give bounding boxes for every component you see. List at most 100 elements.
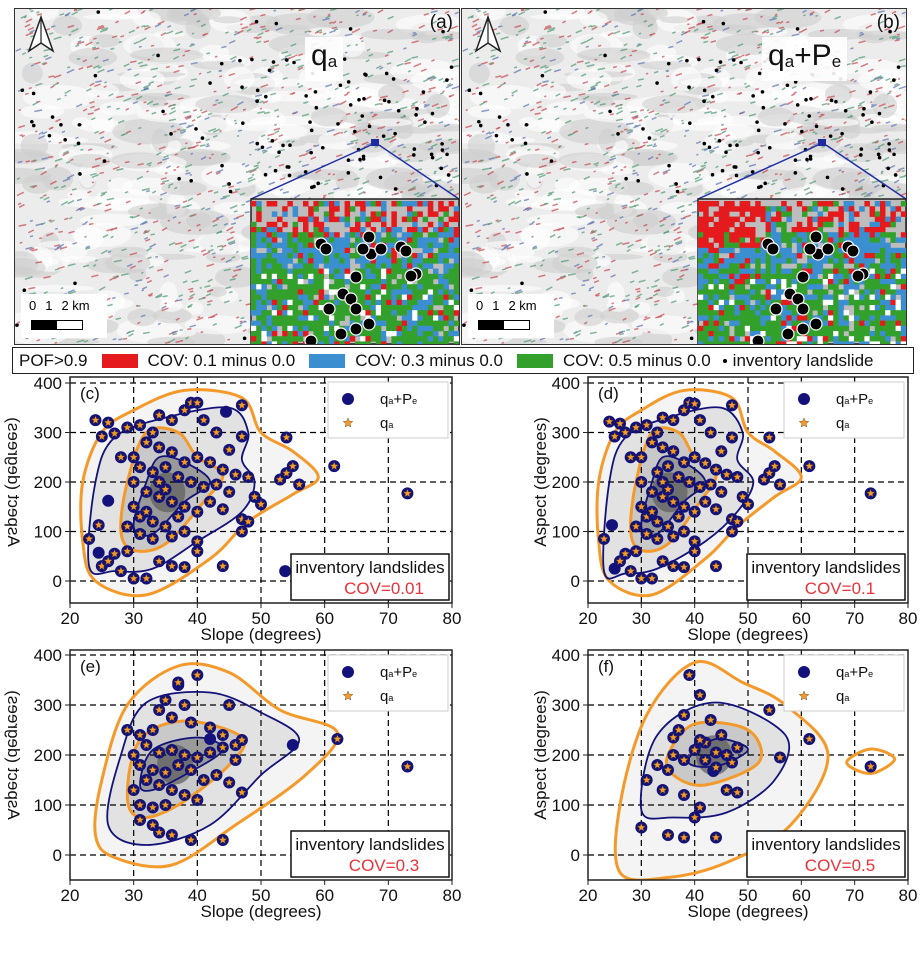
inset-pixel xyxy=(453,211,459,217)
hazard-pixel xyxy=(226,226,234,232)
inset-pixel xyxy=(313,227,319,233)
inset-pixel xyxy=(261,268,267,275)
inset-pixel xyxy=(292,232,299,238)
hazard-pixel xyxy=(313,144,316,147)
hazard-pixel xyxy=(67,289,75,294)
inventory-landslide-dot xyxy=(77,123,82,127)
inset-pixel xyxy=(381,273,387,280)
hazard-pixel xyxy=(160,177,167,181)
inset-pixel xyxy=(360,299,366,306)
hazard-pixel xyxy=(395,100,399,104)
hazard-pixel xyxy=(187,305,192,309)
inset-pixel xyxy=(412,305,418,311)
hazard-pixel xyxy=(34,130,38,133)
inset-pixel xyxy=(370,263,377,269)
hazard-pixel xyxy=(249,153,252,156)
hazard-pixel xyxy=(30,63,35,67)
inset-pixel xyxy=(318,331,325,337)
inset-pixel xyxy=(365,305,371,311)
inset-pixel xyxy=(282,341,288,344)
hazard-pixel xyxy=(233,268,241,272)
inset-pixel xyxy=(323,336,330,342)
hazard-pixel xyxy=(667,196,674,200)
inventory-landslide-dot xyxy=(274,21,279,26)
inset-pixel xyxy=(344,305,351,311)
inset-pixel xyxy=(396,310,403,316)
inset-pixel xyxy=(303,305,309,311)
terrain-shade xyxy=(660,16,690,24)
inset-pixel xyxy=(287,305,293,311)
inset-pixel xyxy=(277,216,283,223)
inset-pixel xyxy=(443,232,449,238)
hazard-pixel xyxy=(200,331,204,334)
hazard-pixel xyxy=(27,229,35,234)
hazard-pixel xyxy=(440,92,444,95)
inset-pixel xyxy=(297,253,304,259)
hazard-pixel xyxy=(231,256,236,259)
hazard-pixel xyxy=(82,108,88,112)
hazard-pixel xyxy=(135,95,143,101)
hazard-pixel xyxy=(63,150,69,155)
hazard-pixel xyxy=(216,244,223,248)
hazard-pixel xyxy=(24,23,31,28)
inset-pixel xyxy=(370,273,377,280)
hazard-pixel xyxy=(707,76,715,79)
inset-pixel xyxy=(386,284,392,290)
inventory-landslide-dot xyxy=(316,181,320,186)
hazard-pixel xyxy=(174,153,178,156)
inset-pixel xyxy=(443,284,449,290)
hazard-pixel xyxy=(337,178,344,182)
inset-pixel xyxy=(417,258,423,264)
hazard-pixel xyxy=(495,219,499,222)
inset-pixel xyxy=(401,336,408,342)
hazard-pixel xyxy=(200,156,207,161)
inset-pixel xyxy=(407,336,413,342)
hazard-pixel xyxy=(332,20,337,24)
inventory-landslide-dot xyxy=(358,157,362,162)
hazard-pixel xyxy=(75,207,82,212)
terrain-shade xyxy=(537,109,561,133)
hazard-pixel xyxy=(117,119,125,124)
hazard-pixel xyxy=(54,245,62,251)
inset-pixel xyxy=(287,341,293,344)
hazard-pixel xyxy=(429,79,433,82)
hazard-pixel xyxy=(267,132,275,137)
hazard-pixel xyxy=(201,110,208,114)
hazard-pixel xyxy=(34,167,43,171)
hazard-pixel xyxy=(151,190,157,194)
hazard-pixel xyxy=(146,189,150,193)
inventory-landslide-dot xyxy=(50,115,55,119)
inset-pixel xyxy=(323,294,330,301)
inset-pixel xyxy=(334,247,340,254)
hazard-pixel xyxy=(66,161,71,164)
inset-pixel xyxy=(427,273,434,280)
inset-pixel xyxy=(386,320,392,327)
hazard-pixel xyxy=(891,147,897,151)
hazard-pixel xyxy=(124,292,129,295)
hazard-pixel xyxy=(97,24,104,29)
hazard-pixel xyxy=(399,106,408,110)
hazard-pixel xyxy=(384,54,389,57)
inset-pixel xyxy=(391,247,397,254)
hazard-pixel xyxy=(221,45,227,49)
inset-pixel xyxy=(318,232,325,238)
hazard-pixel xyxy=(345,112,351,116)
hazard-pixel xyxy=(48,32,54,35)
inset-pixel xyxy=(391,299,397,306)
inset-pixel xyxy=(318,315,325,321)
inset-pixel xyxy=(401,315,408,321)
hazard-pixel xyxy=(116,95,124,99)
hazard-pixel xyxy=(319,31,323,34)
hazard-pixel xyxy=(355,129,362,134)
inset-pixel xyxy=(355,258,361,264)
hazard-pixel xyxy=(55,164,59,167)
hazard-pixel xyxy=(141,24,145,28)
hazard-pixel xyxy=(263,111,270,115)
hazard-pixel xyxy=(189,324,197,328)
hazard-pixel xyxy=(24,92,29,96)
hazard-pixel xyxy=(189,173,193,176)
inset-pixel xyxy=(412,232,418,238)
hazard-pixel xyxy=(384,160,389,163)
terrain-shade xyxy=(576,95,605,102)
inset-pixel xyxy=(256,279,262,285)
